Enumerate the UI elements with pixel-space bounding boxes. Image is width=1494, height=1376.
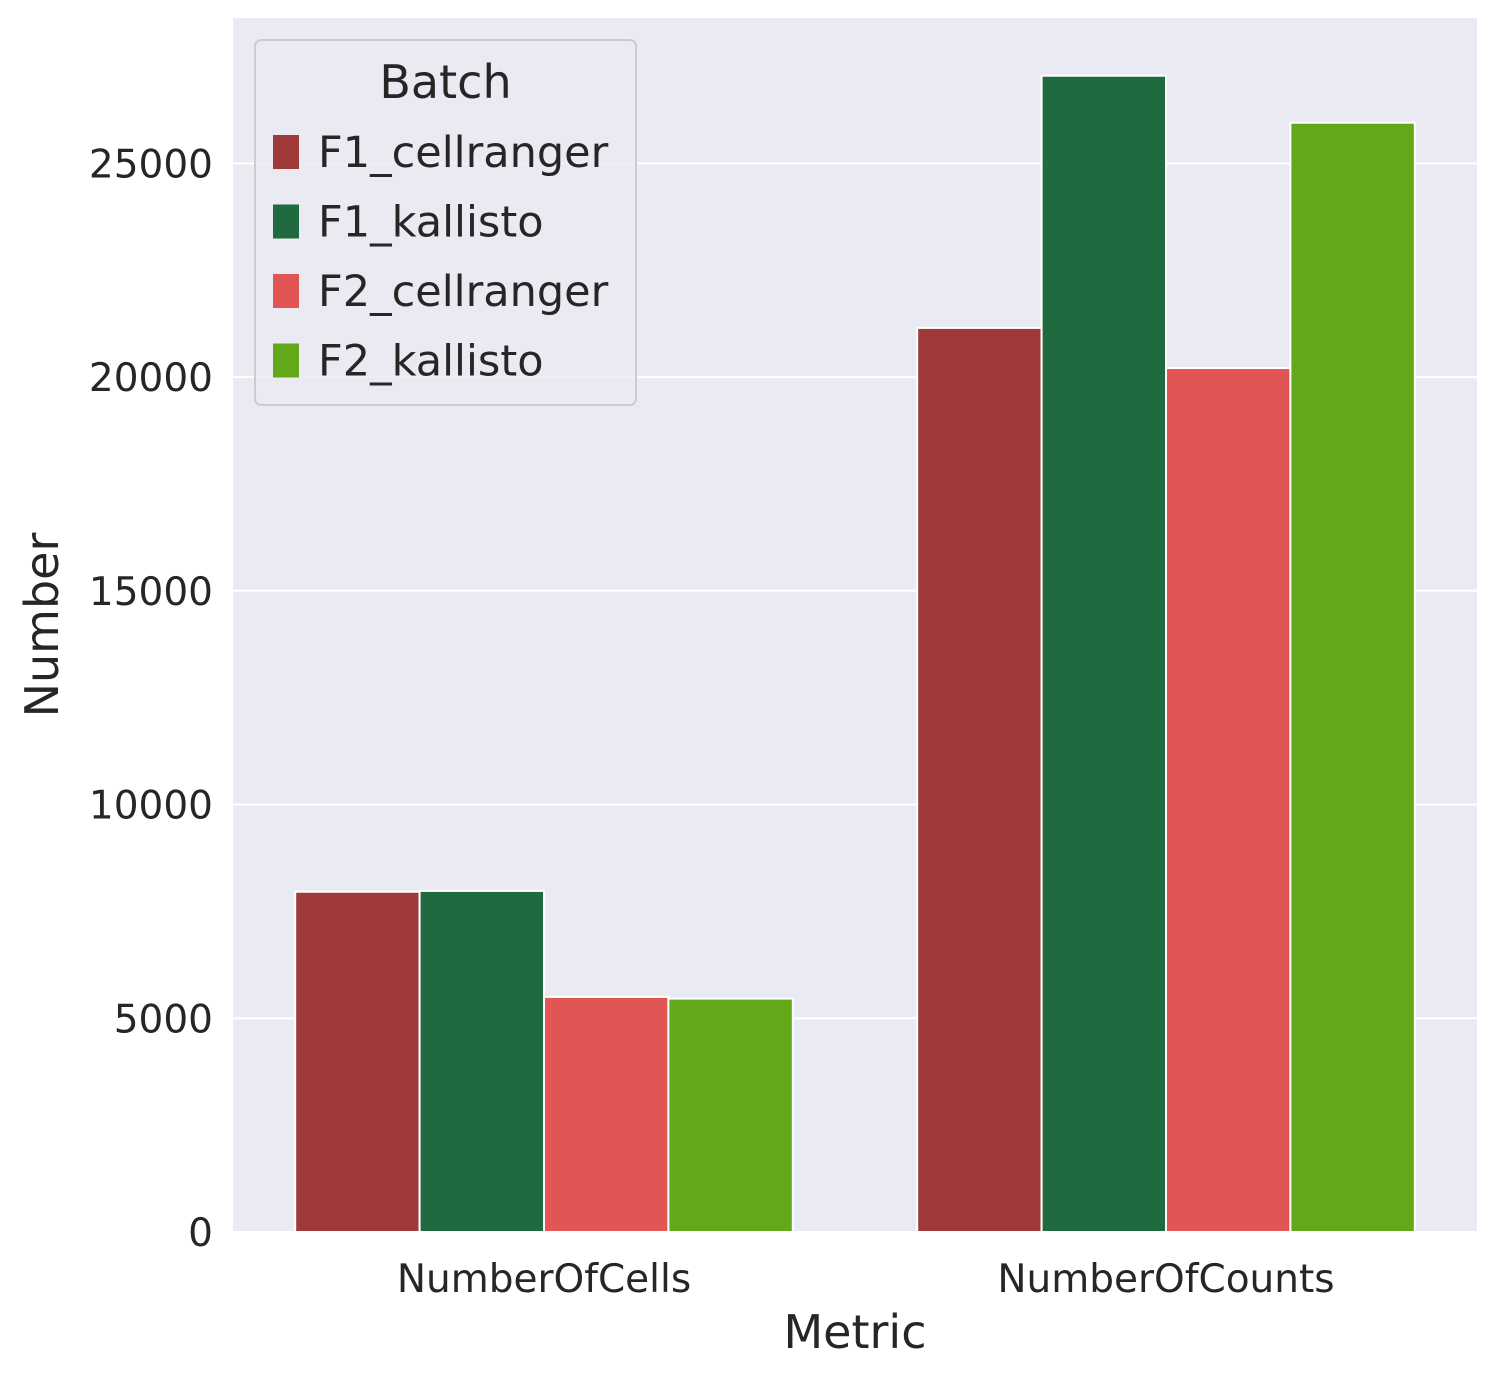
x-axis-ticks: NumberOfCells NumberOfCounts [397, 1257, 1335, 1302]
legend-title: Batch [379, 55, 511, 109]
bar-F1_cellranger-NumberOfCounts [916, 326, 1043, 1233]
y-axis-label: Number [15, 533, 69, 718]
legend-label: F2_cellranger [318, 267, 609, 317]
y-tick-label: 20000 [89, 356, 213, 401]
legend: Batch F1_cellranger F1_kallisto F2_cellran… [254, 39, 637, 406]
bar-F1_cellranger-NumberOfCells [294, 890, 421, 1233]
y-tick-label: 25000 [89, 142, 213, 187]
legend-label: F2_kallisto [318, 337, 544, 387]
bar-F2_cellranger-NumberOfCells [543, 995, 670, 1233]
y-axis-ticks: 0 5000 10000 15000 20000 25000 [89, 142, 213, 1256]
bars [294, 74, 1416, 1234]
y-tick-label: 0 [188, 1211, 213, 1256]
x-tick-label: NumberOfCells [397, 1257, 691, 1302]
y-tick-label: 10000 [89, 784, 213, 829]
legend-swatch [273, 343, 299, 378]
x-axis-label: Metric [783, 1305, 926, 1359]
y-tick-label: 15000 [89, 570, 213, 615]
x-tick-label: NumberOfCounts [997, 1257, 1334, 1302]
bar-F1_kallisto-NumberOfCells [418, 889, 546, 1234]
legend-swatch [273, 135, 299, 169]
legend-label: F1_kallisto [318, 198, 544, 248]
legend-label: F1_cellranger [318, 128, 609, 178]
legend-items: F1_cellranger F1_kallisto F2_cellranger F2_… [273, 128, 609, 387]
legend-swatch [273, 204, 299, 239]
legend-box [254, 39, 637, 406]
bar-F2_kallisto-NumberOfCells [667, 997, 794, 1234]
bar-F2_cellranger-NumberOfCounts [1165, 367, 1292, 1233]
legend-swatch [273, 274, 299, 308]
y-tick-label: 5000 [114, 997, 213, 1042]
bar-F2_kallisto-NumberOfCounts [1289, 121, 1416, 1233]
bar-F1_kallisto-NumberOfCounts [1040, 74, 1167, 1233]
